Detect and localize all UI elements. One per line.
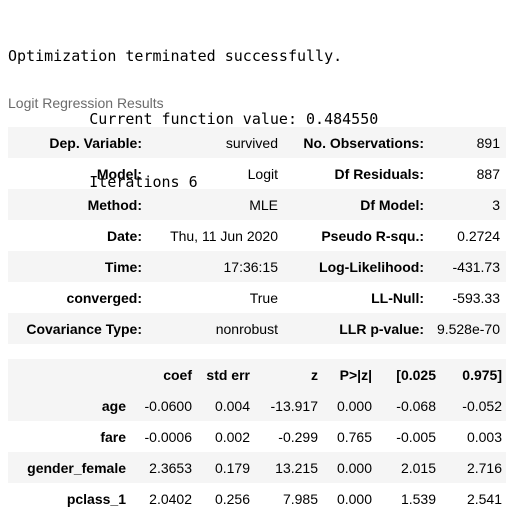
- table-cell: -0.068: [396, 397, 436, 414]
- summary-value: 0.2724: [457, 227, 500, 244]
- table-row: Model: Logit Df Residuals: 887: [8, 158, 506, 189]
- summary-label: Time:: [104, 258, 142, 275]
- table-cell: -13.917: [270, 397, 318, 414]
- summary-value: Thu, 11 Jun 2020: [170, 227, 278, 244]
- summary-value: nonrobust: [215, 320, 278, 337]
- summary-value: True: [249, 289, 278, 306]
- table-cell: 2.716: [466, 459, 502, 476]
- table-row: converged: True LL-Null: -593.33: [8, 282, 506, 313]
- column-header: 0.975]: [462, 366, 502, 383]
- summary-label: Df Model:: [360, 196, 424, 213]
- summary-value: -431.73: [452, 258, 500, 275]
- table-cell: -0.0600: [144, 397, 192, 414]
- table-row: Method: MLE Df Model: 3: [8, 189, 506, 220]
- row-label: age: [101, 397, 126, 414]
- table-cell: 0.004: [214, 397, 250, 414]
- table-cell: 1.539: [400, 490, 436, 507]
- column-header: coef: [163, 366, 192, 383]
- table-cell: -0.0006: [144, 428, 192, 445]
- table-row: age -0.0600 0.004 -13.917 0.000 -0.068 -…: [8, 390, 506, 421]
- console-line-function-value: Current function value: 0.484550: [8, 110, 379, 128]
- column-header: P>|z|: [339, 366, 372, 383]
- table-row: pclass_1 2.0402 0.256 7.985 0.000 1.539 …: [8, 483, 506, 514]
- summary-value: 17:36:15: [223, 258, 279, 275]
- table-header-row: coef std err z P>|z| [0.025 0.975]: [8, 359, 506, 390]
- console-line-iterations: Iterations 6: [8, 173, 198, 191]
- table-cell: 0.000: [336, 459, 372, 476]
- column-header: z: [311, 366, 318, 383]
- summary-value: MLE: [249, 196, 278, 213]
- table-cell: 2.0402: [149, 490, 192, 507]
- table-cell: -0.005: [396, 428, 436, 445]
- summary-label: Log-Likelihood:: [319, 258, 424, 275]
- table-cell: 13.215: [275, 459, 318, 476]
- table-row: Date: Thu, 11 Jun 2020 Pseudo R-squ.: 0.…: [8, 220, 506, 251]
- table-cell: 0.000: [336, 490, 372, 507]
- table-cell: -0.052: [462, 397, 502, 414]
- table-cell: 2.015: [400, 459, 436, 476]
- table-cell: 0.002: [214, 428, 250, 445]
- table-cell: 0.256: [214, 490, 250, 507]
- summary-label: Dep. Variable:: [49, 134, 142, 151]
- model-summary-table: Dep. Variable: survived No. Observations…: [8, 127, 506, 344]
- row-label: gender_female: [27, 459, 126, 476]
- summary-label: LL-Null:: [371, 289, 424, 306]
- summary-value: -593.33: [452, 289, 500, 306]
- column-header: [8, 359, 130, 390]
- column-header: [0.025: [396, 366, 436, 383]
- summary-label: Method:: [87, 196, 142, 213]
- summary-value: 887: [476, 165, 500, 182]
- table-cell: 7.985: [282, 490, 318, 507]
- table-row: fare -0.0006 0.002 -0.299 0.765 -0.005 0…: [8, 421, 506, 452]
- summary-label: Covariance Type:: [26, 320, 142, 337]
- summary-label: Df Residuals:: [334, 165, 424, 182]
- table-row: Dep. Variable: survived No. Observations…: [8, 127, 506, 158]
- summary-value: survived: [225, 134, 278, 151]
- summary-value: Logit: [247, 165, 278, 182]
- summary-label: Pseudo R-squ.:: [321, 227, 424, 244]
- table-row: Covariance Type: nonrobust LLR p-value: …: [8, 313, 506, 344]
- summary-value: 891: [476, 134, 500, 151]
- table-cell: 0.179: [214, 459, 250, 476]
- console-output: Optimization terminated successfully. Cu…: [8, 4, 378, 214]
- row-label: pclass_1: [66, 490, 126, 507]
- table-cell: -0.299: [278, 428, 318, 445]
- table-cell: 2.3653: [149, 459, 192, 476]
- results-title: Logit Regression Results: [8, 95, 164, 111]
- summary-label: No. Observations:: [303, 134, 424, 151]
- column-header: std err: [206, 366, 250, 383]
- table-cell: 0.000: [336, 397, 372, 414]
- summary-label: converged:: [66, 289, 142, 306]
- summary-value: 9.528e-70: [436, 320, 500, 337]
- table-row: Time: 17:36:15 Log-Likelihood: -431.73: [8, 251, 506, 282]
- row-label: fare: [100, 428, 126, 445]
- summary-label: Model:: [96, 165, 142, 182]
- table-cell: 2.541: [466, 490, 502, 507]
- table-cell: 0.003: [466, 428, 502, 445]
- summary-label: LLR p-value:: [339, 320, 424, 337]
- summary-label: Date:: [106, 227, 142, 244]
- coefficient-table: coef std err z P>|z| [0.025 0.975] age -…: [8, 359, 506, 514]
- console-line-status: Optimization terminated successfully.: [8, 47, 343, 65]
- summary-value: 3: [492, 196, 500, 213]
- table-cell: 0.765: [336, 428, 372, 445]
- table-row: gender_female 2.3653 0.179 13.215 0.000 …: [8, 452, 506, 483]
